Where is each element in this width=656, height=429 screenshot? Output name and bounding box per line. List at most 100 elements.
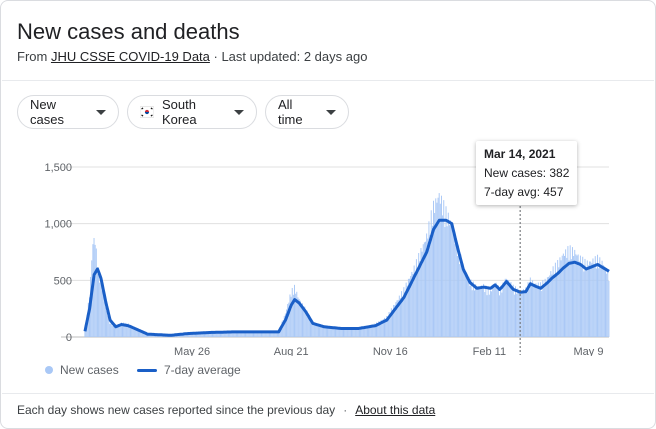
new-cases-bar <box>319 324 321 337</box>
new-cases-bar <box>255 331 257 337</box>
new-cases-bar <box>394 305 396 337</box>
new-cases-bar <box>451 225 453 337</box>
new-cases-bar <box>238 331 240 337</box>
new-cases-bar <box>265 332 267 337</box>
new-cases-bar <box>331 326 333 337</box>
new-cases-bar <box>515 286 516 337</box>
new-cases-bar <box>405 282 407 337</box>
new-cases-bar <box>573 256 575 337</box>
new-cases-bar <box>419 261 421 337</box>
new-cases-bar <box>254 331 256 337</box>
new-cases-bar <box>311 320 313 337</box>
new-cases-bar <box>541 291 543 337</box>
y-tick-label: 1,500 <box>44 162 72 174</box>
new-cases-bar <box>297 297 299 337</box>
new-cases-bar <box>570 259 572 337</box>
new-cases-bar <box>435 198 437 337</box>
new-cases-bar <box>226 331 228 337</box>
new-cases-bar <box>365 325 367 337</box>
new-cases-bar <box>518 292 520 337</box>
new-cases-bar <box>294 284 295 337</box>
new-cases-bar <box>354 327 356 337</box>
new-cases-bar <box>467 278 469 337</box>
new-cases-bar <box>426 233 428 337</box>
source-link[interactable]: JHU CSSE COVID-19 Data <box>50 49 210 64</box>
new-cases-bar <box>295 293 297 337</box>
new-cases-bar <box>404 292 406 337</box>
new-cases-bar <box>550 271 552 337</box>
new-cases-bar <box>329 326 331 337</box>
tooltip-average: 7-day avg: 457 <box>484 185 564 199</box>
new-cases-bar <box>431 225 433 337</box>
about-data-link[interactable]: About this data <box>355 403 436 417</box>
new-cases-bar <box>546 277 548 337</box>
new-cases-bar <box>474 290 475 337</box>
new-cases-bar <box>587 265 589 337</box>
new-cases-bar <box>392 310 393 337</box>
new-cases-bar <box>447 212 449 337</box>
new-cases-bar <box>455 238 457 337</box>
new-cases-bar <box>476 289 478 337</box>
new-cases-bar <box>110 322 112 337</box>
new-cases-bar <box>193 332 195 337</box>
new-cases-bar <box>399 298 401 337</box>
new-cases-bar <box>456 256 458 337</box>
new-cases-bar <box>289 294 291 337</box>
new-cases-bar <box>535 283 537 337</box>
new-cases-bar <box>414 272 416 337</box>
new-cases-bar <box>552 266 554 337</box>
new-cases-bar <box>450 220 452 337</box>
new-cases-bar <box>300 303 302 337</box>
new-cases-bar <box>99 282 101 337</box>
new-cases-bar <box>345 328 347 337</box>
location-dropdown[interactable]: South Korea <box>127 95 257 129</box>
new-cases-bar <box>430 210 432 337</box>
new-cases-bar <box>332 328 334 337</box>
new-cases-bar <box>512 284 514 337</box>
new-cases-bar <box>124 324 126 337</box>
new-cases-bar <box>511 290 513 337</box>
new-cases-bar <box>466 273 468 337</box>
new-cases-bar <box>534 283 536 337</box>
new-cases-bar <box>529 277 531 337</box>
new-cases-bar <box>601 260 603 337</box>
new-cases-bar <box>208 332 210 337</box>
range-dropdown[interactable]: All time <box>265 95 349 129</box>
new-cases-bar <box>118 324 120 337</box>
new-cases-bar <box>304 306 306 337</box>
new-cases-bar <box>135 328 137 337</box>
new-cases-bar <box>313 323 315 337</box>
new-cases-bar <box>106 311 108 337</box>
new-cases-bar <box>527 282 529 337</box>
new-cases-bar <box>526 292 528 337</box>
new-cases-bar <box>533 284 535 337</box>
new-cases-bar <box>464 270 466 337</box>
footer: Each day shows new cases reported since … <box>17 403 435 417</box>
new-cases-bar <box>504 278 506 337</box>
new-cases-bar <box>353 327 355 337</box>
new-cases-bar <box>94 244 96 337</box>
new-cases-bar <box>530 284 532 337</box>
new-cases-bar <box>425 241 426 337</box>
new-cases-bar <box>235 331 237 337</box>
new-cases-bar <box>565 249 567 337</box>
new-cases-bar <box>605 267 606 337</box>
new-cases-bar <box>288 302 290 337</box>
new-cases-bar <box>344 327 346 337</box>
new-cases-bar <box>382 319 384 337</box>
new-cases-bar <box>250 332 252 337</box>
new-cases-bar <box>538 289 540 337</box>
new-cases-bar <box>257 331 259 337</box>
new-cases-bar <box>273 331 275 337</box>
new-cases-bar <box>258 331 260 337</box>
new-cases-bar <box>246 331 248 337</box>
new-cases-bar <box>389 314 391 337</box>
new-cases-bar <box>112 324 114 337</box>
new-cases-bar <box>586 260 588 337</box>
new-cases-bar <box>444 227 446 337</box>
new-cases-bar <box>340 327 342 337</box>
new-cases-bar <box>472 281 474 337</box>
metric-dropdown[interactable]: New cases <box>17 95 119 129</box>
new-cases-bar <box>103 301 105 337</box>
